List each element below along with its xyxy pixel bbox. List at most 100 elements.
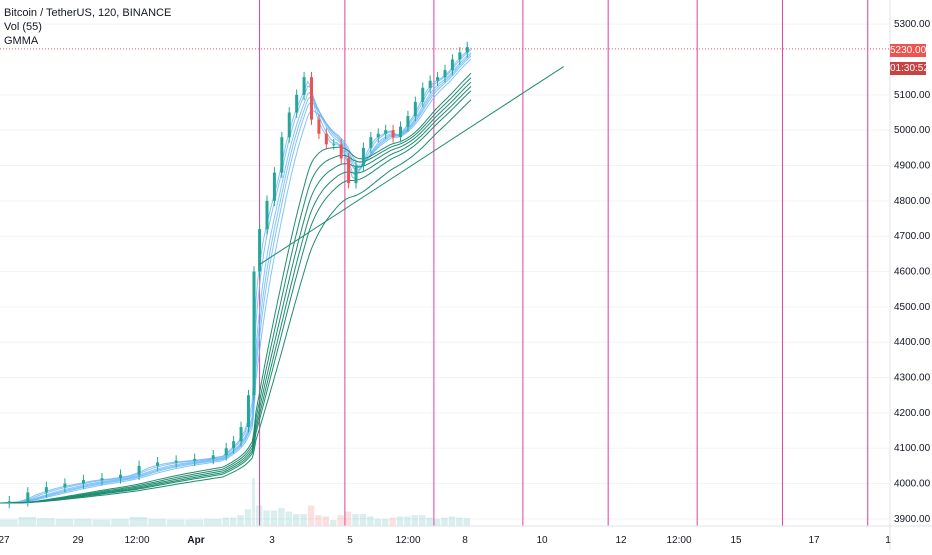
- gmma-short-line: [0, 54, 472, 504]
- y-tick-label: 4400.00: [894, 337, 931, 348]
- volume-bar: [307, 505, 315, 526]
- gmma-short-line: [0, 55, 472, 504]
- volume-bar: [367, 516, 374, 526]
- candle-body: [406, 116, 410, 127]
- volume-bar: [92, 519, 111, 526]
- volume-bar: [337, 515, 344, 526]
- trend-line: [259, 66, 564, 265]
- x-tick-label: 12: [615, 535, 627, 546]
- chart-legend: Bitcoin / TetherUS, 120, BINANCE Vol (55…: [4, 6, 171, 48]
- candle-body: [399, 126, 402, 138]
- candle-body: [384, 130, 388, 134]
- candle-body: [317, 119, 321, 134]
- x-tick-label: 12:00: [666, 535, 691, 546]
- candle-body: [376, 133, 380, 138]
- candle-body: [156, 462, 160, 466]
- y-tick-label: 5300.00: [894, 19, 931, 30]
- candle-body: [421, 87, 425, 102]
- volume-bar: [244, 509, 252, 526]
- x-tick-label: 29: [72, 535, 84, 546]
- volume-bar: [456, 517, 463, 526]
- candle-body: [287, 112, 291, 138]
- volume-bar: [252, 478, 255, 526]
- volume-bar: [381, 518, 389, 526]
- gmma-long-line: [0, 90, 472, 504]
- x-tick-label: 1: [885, 535, 891, 546]
- volume-bar: [359, 514, 367, 526]
- x-tick-label: 15: [730, 535, 742, 546]
- y-tick-label: 5000.00: [894, 125, 931, 136]
- candle-body: [391, 130, 395, 138]
- x-tick-label: 8: [462, 535, 468, 546]
- y-tick-label: 4000.00: [894, 479, 931, 490]
- volume-bar: [292, 514, 300, 526]
- x-tick-label: 12:00: [395, 535, 420, 546]
- volume-bar: [0, 519, 18, 526]
- candle-body: [450, 59, 454, 71]
- candle-body: [265, 200, 269, 230]
- volume-bar: [222, 517, 229, 526]
- y-tick-label: 4300.00: [894, 373, 931, 384]
- y-tick-label: 4900.00: [894, 161, 931, 172]
- volume-bar: [285, 511, 292, 526]
- volume-bar: [404, 516, 411, 526]
- volume-bar: [129, 517, 148, 526]
- volume-bar: [166, 519, 185, 526]
- candle-body: [347, 158, 351, 184]
- volume-bar: [37, 518, 55, 526]
- candle-body: [232, 441, 236, 449]
- volume-bar: [419, 515, 426, 526]
- candle-body: [436, 77, 440, 81]
- candle-body: [324, 133, 328, 145]
- volume-bar: [278, 508, 285, 526]
- volume-bar: [352, 514, 359, 526]
- candle-body: [272, 172, 276, 201]
- candle-body: [458, 52, 462, 60]
- gmma-long-line: [0, 77, 472, 504]
- volume-bar: [322, 516, 330, 526]
- gmma-short-line: [0, 48, 472, 504]
- candle-body: [119, 474, 123, 479]
- candle-body: [44, 487, 48, 493]
- volume-bar: [448, 516, 456, 526]
- gmma-indicator-label[interactable]: GMMA: [4, 35, 39, 47]
- x-tick-label: 10: [536, 535, 548, 546]
- symbol-title[interactable]: Bitcoin / TetherUS, 120, BINANCE: [4, 7, 172, 19]
- volume-bar: [270, 510, 278, 526]
- y-tick-label: 4700.00: [894, 231, 931, 242]
- y-tick-label: 3900.00: [894, 514, 931, 525]
- y-tick-label: 4800.00: [894, 196, 931, 207]
- candle-body: [354, 165, 358, 184]
- candle-body: [246, 395, 250, 428]
- volume-bar: [111, 518, 129, 526]
- y-tick-label: 4200.00: [894, 408, 931, 419]
- candle-body: [361, 147, 365, 166]
- candle-body: [258, 229, 262, 272]
- volume-bar: [441, 517, 448, 526]
- candle-body: [428, 80, 432, 88]
- volume-bar: [148, 518, 166, 526]
- x-tick-label: 12:00: [124, 535, 149, 546]
- volume-indicator-label[interactable]: Vol (55): [4, 21, 42, 33]
- volume-bar: [315, 515, 322, 526]
- volume-bar: [300, 514, 307, 526]
- candle-body: [302, 77, 306, 95]
- candle-body: [339, 144, 343, 159]
- y-tick-label: 4600.00: [894, 267, 931, 278]
- volume-bar: [344, 511, 352, 526]
- gmma-long-line: [0, 99, 472, 504]
- candle-body: [443, 70, 447, 78]
- volume-bar: [229, 517, 237, 526]
- candle-body: [100, 478, 104, 481]
- candle-body: [369, 137, 373, 148]
- y-tick-label: 5100.00: [894, 90, 931, 101]
- volume-bar: [237, 515, 244, 526]
- candle-body: [7, 501, 11, 504]
- volume-bar: [203, 518, 222, 526]
- candle-body: [280, 137, 284, 173]
- volume-bar: [255, 505, 263, 526]
- candle-body: [413, 101, 417, 117]
- volume-bar: [74, 518, 92, 526]
